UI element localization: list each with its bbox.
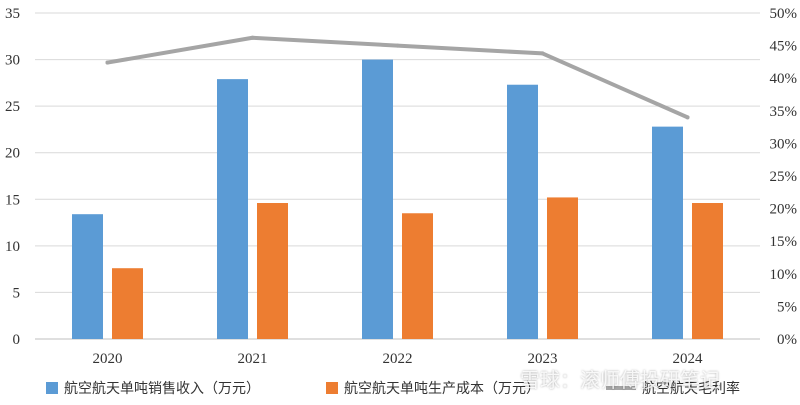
x-tick-label: 2020 xyxy=(93,351,123,367)
bar-revenue xyxy=(217,79,248,339)
y-left-tick-label: 30 xyxy=(5,53,20,69)
legend-item-margin: 航空航天毛利率 xyxy=(606,378,740,398)
y-right-tick-label: 10% xyxy=(770,267,798,283)
x-tick-label: 2021 xyxy=(238,351,268,367)
y-left-tick-label: 25 xyxy=(5,99,20,115)
bar-cost xyxy=(402,213,433,339)
y-right-tick-label: 40% xyxy=(770,71,798,87)
margin-point xyxy=(540,51,545,56)
y-left-tick-label: 35 xyxy=(5,6,20,22)
bar-cost xyxy=(112,268,143,339)
y-right-tick-label: 30% xyxy=(770,136,798,152)
bar-cost xyxy=(547,197,578,339)
y-right-tick-label: 15% xyxy=(770,234,798,250)
y-right-tick-label: 5% xyxy=(777,299,797,315)
bar-revenue xyxy=(507,84,538,339)
margin-point xyxy=(395,43,400,48)
x-tick-label: 2023 xyxy=(528,351,558,367)
y-right-tick-label: 45% xyxy=(770,39,798,55)
y-left-tick-label: 20 xyxy=(5,146,20,162)
legend-swatch-cost xyxy=(326,382,338,394)
y-right-tick-label: 25% xyxy=(770,169,798,185)
y-right-tick-label: 0% xyxy=(777,332,797,348)
legend-item-cost: 航空航天单吨生产成本（万元） xyxy=(326,378,540,398)
bar-revenue xyxy=(362,59,393,339)
y-right-tick-label: 20% xyxy=(770,202,798,218)
x-tick-label: 2022 xyxy=(383,351,413,367)
legend-label-revenue: 航空航天单吨销售收入（万元） xyxy=(64,381,260,397)
y-right-tick-label: 50% xyxy=(770,6,798,22)
margin-line xyxy=(105,35,690,120)
bar-cost xyxy=(692,203,723,339)
combo-chart: 0 5 10 15 20 25 30 35 0% 5% 10% 15% 20% 25% 30% 35% 40% 4… xyxy=(5,6,798,367)
y-right-tick-label: 35% xyxy=(770,104,798,120)
watermark: 雪球：滚师傅投研笔记 xyxy=(520,368,720,392)
bar-cost xyxy=(257,203,288,339)
y-left-tick-label: 15 xyxy=(5,192,20,208)
legend-swatch-margin xyxy=(606,386,636,390)
legend-label-cost: 航空航天单吨生产成本（万元） xyxy=(344,381,540,397)
legend-label-margin: 航空航天毛利率 xyxy=(642,381,740,397)
margin-point xyxy=(685,115,690,120)
legend-swatch-revenue xyxy=(46,382,58,394)
legend: 航空航天单吨销售收入（万元） 航空航天单吨生产成本（万元） 航空航天毛利率 xyxy=(0,378,800,405)
bar-revenue xyxy=(652,126,683,340)
y-left-tick-label: 0 xyxy=(13,332,21,348)
margin-point xyxy=(105,60,110,65)
y-left-tick-label: 10 xyxy=(5,239,20,255)
x-tick-label: 2024 xyxy=(673,351,704,367)
margin-point xyxy=(250,35,255,40)
bar-revenue xyxy=(72,214,103,339)
y-left-tick-label: 5 xyxy=(13,285,21,301)
legend-item-revenue: 航空航天单吨销售收入（万元） xyxy=(46,378,260,398)
